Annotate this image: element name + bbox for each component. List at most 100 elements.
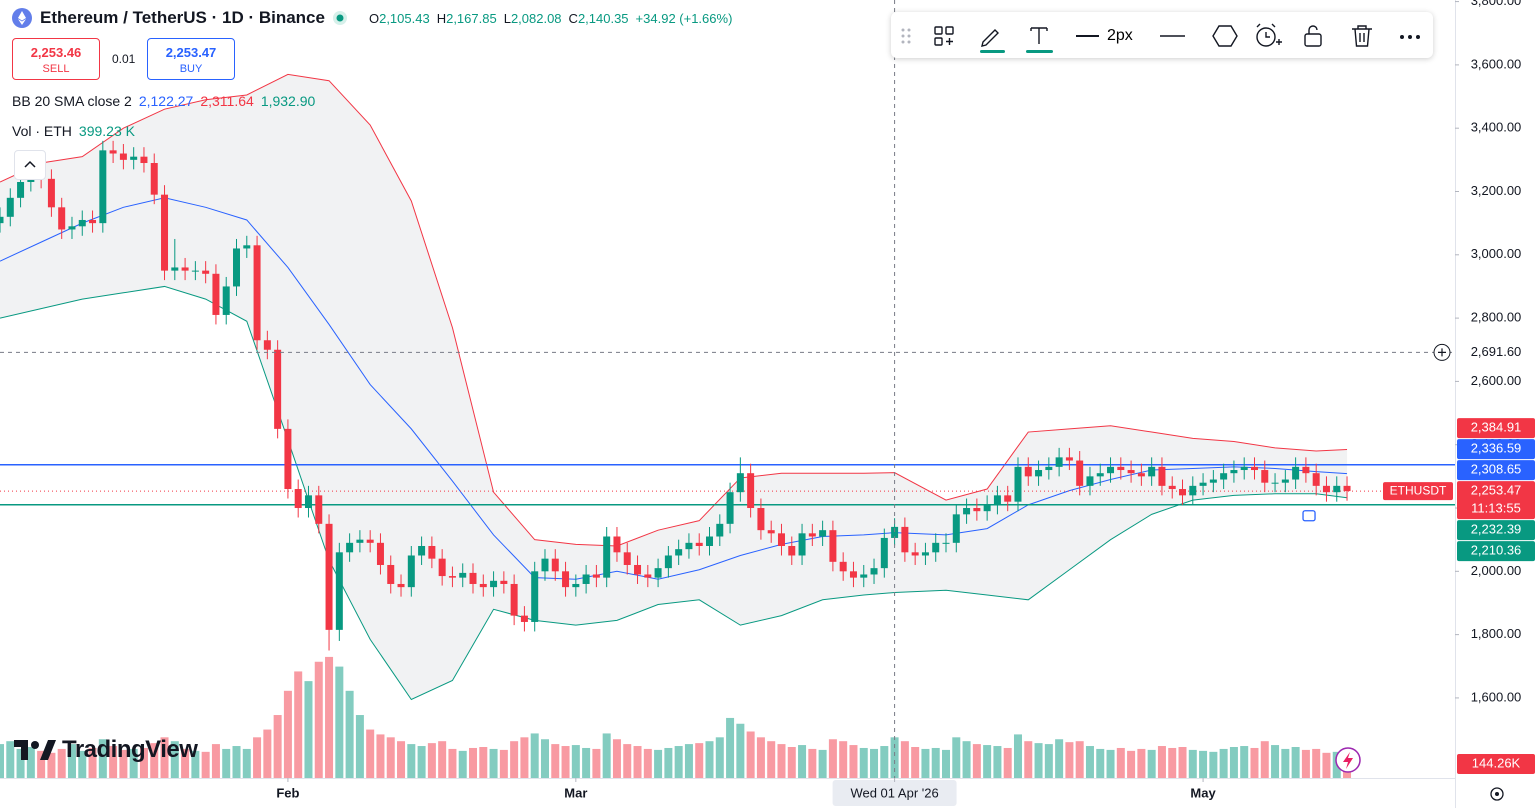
candle-body — [695, 542, 703, 546]
price-tag-label: 2,336.59 — [1471, 441, 1522, 456]
y-tick-label: 3,200.00 — [1471, 183, 1522, 198]
volume-bar — [201, 751, 210, 778]
indicator-value: 399.23 K — [78, 123, 135, 139]
candle-body — [1076, 460, 1084, 486]
price-tag — [1457, 481, 1535, 520]
candle-body — [387, 564, 395, 584]
volume-bar — [1260, 741, 1269, 778]
volume-bar — [397, 741, 406, 778]
volume-bar — [1322, 752, 1331, 778]
indicator-legend[interactable]: BB 20 SMA close 2 2,122.27 2,311.64 1,93… — [12, 93, 315, 109]
volume-tag-label: 144.26K — [1472, 755, 1521, 770]
volume-bar — [1013, 734, 1022, 778]
volume-bar — [602, 733, 611, 778]
volume-bar — [294, 671, 303, 778]
volume-bar — [1168, 747, 1177, 778]
indicator-value: 1,932.90 — [260, 93, 316, 109]
drawing-toolbar: 2px — [891, 12, 1433, 58]
candle-body — [253, 245, 261, 341]
candle-body — [942, 542, 950, 544]
delete-button[interactable] — [1352, 25, 1372, 47]
candle-body — [263, 340, 271, 350]
volume-bar — [222, 748, 231, 778]
candle-body — [1014, 466, 1022, 502]
candle-body — [592, 574, 600, 578]
volume-bar — [253, 737, 262, 778]
volume-bar — [211, 744, 220, 778]
candle-body — [418, 545, 426, 556]
volume-bar — [983, 745, 992, 778]
volume-bar — [818, 749, 827, 778]
candle-body — [1312, 473, 1320, 486]
volume-bar — [1312, 748, 1321, 778]
candle-body — [191, 270, 199, 272]
candle-body — [1179, 489, 1187, 496]
volume-bar — [191, 750, 200, 778]
symbol-title: Ethereum / TetherUS · 1D · Binance — [40, 8, 325, 27]
volume-bar — [623, 744, 632, 778]
volume-bar — [777, 744, 786, 778]
candle-body — [161, 194, 169, 271]
volume-bar — [335, 666, 344, 778]
candle-body — [891, 526, 899, 538]
change: +34.92 (+1.66%) — [635, 10, 733, 26]
volume-bar — [1199, 750, 1208, 778]
ohlc-item: O2,105.43 — [369, 11, 430, 26]
volume-bar — [1250, 747, 1259, 778]
y-tick-label: 1,600.00 — [1471, 689, 1522, 704]
header: Ethereum / TetherUS · 1D · Binance O2,10… — [12, 8, 732, 28]
price-tag-label: 2,308.65 — [1471, 462, 1522, 477]
candle-body — [603, 536, 611, 578]
candle-body — [963, 508, 971, 515]
branding[interactable]: TradingView — [14, 736, 198, 764]
volume-bar — [37, 750, 46, 778]
indicator-legend[interactable]: Vol · ETH 399.23 K — [12, 123, 135, 139]
candle-body — [757, 508, 765, 531]
sell-button[interactable]: 2,253.46 SELL — [12, 38, 100, 80]
volume-bar — [489, 748, 498, 778]
candle-body — [788, 545, 796, 556]
lock-button[interactable] — [1304, 25, 1322, 47]
candle-body — [171, 267, 179, 271]
candle-body — [808, 533, 816, 537]
candle-body — [1281, 479, 1289, 483]
volume-bar — [345, 690, 354, 778]
templates-button[interactable] — [934, 26, 954, 46]
volume-bar — [499, 749, 508, 778]
axis-settings-button[interactable] — [1490, 787, 1504, 801]
settings-button[interactable] — [1212, 25, 1238, 47]
volume-bar — [510, 741, 519, 778]
ohlc: O2,105.43 H2,167.85 L2,082.08 C2,140.35 … — [369, 11, 732, 26]
volume-bar — [1281, 748, 1290, 778]
candle-body — [572, 583, 580, 588]
ohlc-item: C2,140.35 — [569, 11, 629, 26]
volume-bar — [1271, 745, 1280, 778]
line-width-button[interactable]: 2px — [1076, 27, 1133, 44]
candle-body — [921, 552, 929, 556]
volume-bar — [438, 741, 447, 778]
line-color-button[interactable] — [980, 29, 1005, 53]
candle-body — [634, 564, 642, 575]
buy-button[interactable]: 2,253.47 BUY — [147, 38, 235, 80]
volume-bar — [726, 717, 735, 778]
candle-body — [973, 508, 981, 512]
alert-button[interactable] — [1256, 23, 1282, 47]
volume-bar — [1219, 748, 1228, 778]
more-button[interactable] — [1400, 35, 1420, 39]
text-color-button[interactable] — [1026, 27, 1053, 53]
x-tick-label: Wed 01 Apr '26 — [850, 785, 938, 800]
volume-bar — [736, 723, 745, 778]
candle-body — [880, 537, 888, 569]
collapse-button[interactable] — [14, 150, 46, 180]
drag-handle[interactable] — [901, 28, 911, 44]
candle-body — [284, 428, 292, 490]
candle-body — [1240, 466, 1248, 471]
candle-body — [17, 181, 25, 198]
candle-body — [1168, 485, 1176, 490]
volume-bar — [242, 748, 251, 778]
volume-tag — [1457, 754, 1535, 775]
band-background — [0, 74, 1348, 700]
candle-body — [952, 514, 960, 543]
ohlc-item: H2,167.85 — [437, 11, 497, 26]
